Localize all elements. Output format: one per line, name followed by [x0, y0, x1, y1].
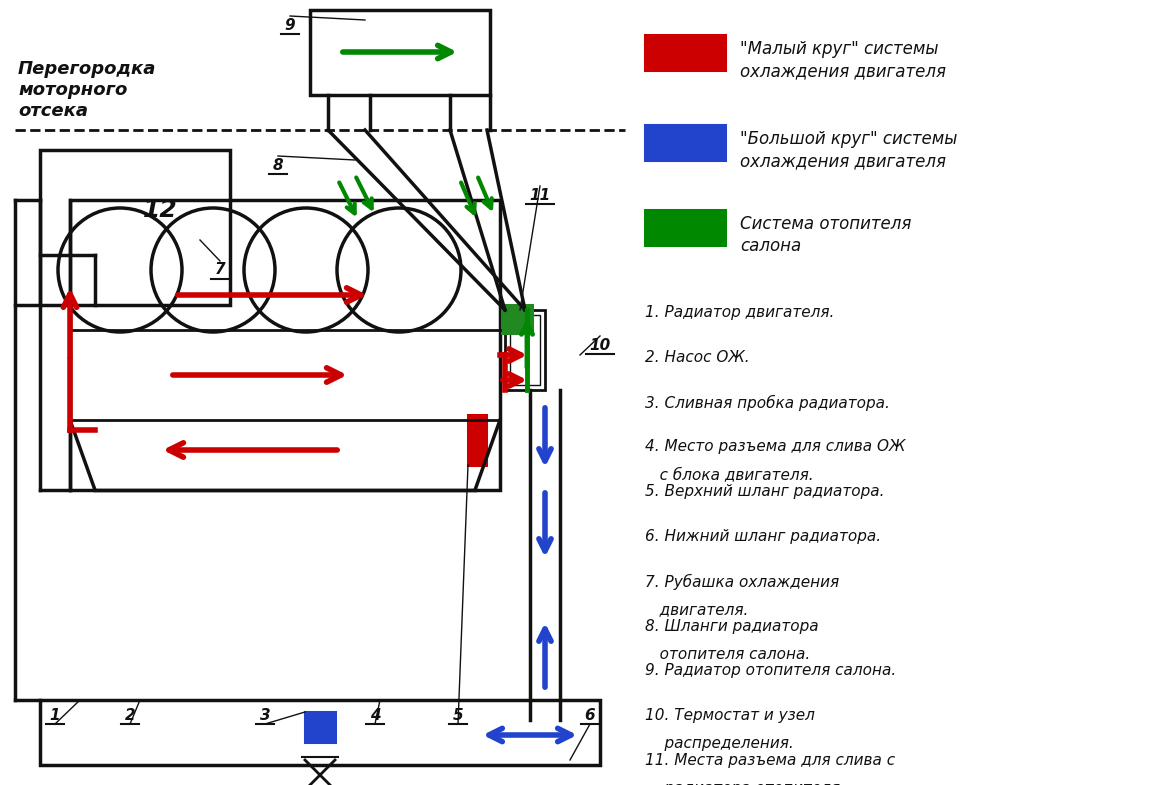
Text: распределения.: распределения.	[645, 736, 794, 751]
Bar	[503, 305, 532, 320]
Bar	[310, 10, 490, 95]
Text: 2. Насос ОЖ.: 2. Насос ОЖ.	[645, 350, 750, 365]
Text: 6. Нижний шланг радиатора.: 6. Нижний шланг радиатора.	[645, 529, 881, 544]
Text: 5: 5	[452, 707, 463, 722]
Text: салона: салона	[740, 237, 801, 255]
Bar	[468, 415, 486, 465]
Text: Система отопителя: Система отопителя	[740, 215, 912, 233]
Bar	[305, 712, 335, 742]
Bar	[645, 35, 725, 70]
Text: охлаждения двигателя: охлаждения двигателя	[740, 152, 946, 170]
Bar	[40, 150, 230, 305]
Text: 5. Верхний шланг радиатора.: 5. Верхний шланг радиатора.	[645, 484, 885, 499]
Text: 6: 6	[584, 707, 596, 722]
Bar	[70, 200, 500, 490]
Text: 3: 3	[260, 707, 271, 722]
Text: с блока двигателя.: с блока двигателя.	[645, 467, 814, 483]
Bar	[645, 125, 725, 160]
Text: отопителя салона.: отопителя салона.	[645, 647, 810, 662]
Text: 11: 11	[529, 188, 550, 203]
Bar	[40, 700, 600, 765]
Text: 8. Шланги радиатора: 8. Шланги радиатора	[645, 619, 819, 633]
Text: "Малый круг" системы: "Малый круг" системы	[740, 40, 939, 58]
Text: охлаждения двигателя: охлаждения двигателя	[740, 62, 946, 80]
Bar	[505, 310, 545, 390]
Text: "Большой круг" системы: "Большой круг" системы	[740, 130, 957, 148]
Text: Перегородка
моторного
отсека: Перегородка моторного отсека	[17, 60, 156, 119]
Bar	[645, 210, 725, 245]
Text: 7: 7	[215, 262, 225, 278]
Text: 8: 8	[273, 158, 283, 173]
Text: 4. Место разъема для слива ОЖ: 4. Место разъема для слива ОЖ	[645, 440, 905, 455]
Text: 2: 2	[125, 707, 135, 722]
Text: 4: 4	[370, 707, 380, 722]
Text: 10: 10	[589, 338, 611, 352]
Bar	[510, 315, 540, 385]
Text: радиатора отопителя: радиатора отопителя	[645, 781, 840, 785]
Bar	[503, 318, 532, 333]
Text: 1. Радиатор двигателя.: 1. Радиатор двигателя.	[645, 305, 835, 320]
Text: 11. Места разъема для слива с: 11. Места разъема для слива с	[645, 753, 895, 768]
Text: 3. Сливная пробка радиатора.: 3. Сливная пробка радиатора.	[645, 395, 890, 411]
Text: 12: 12	[142, 198, 177, 222]
Text: 9: 9	[285, 17, 295, 32]
Text: 1: 1	[50, 707, 61, 722]
Text: двигателя.: двигателя.	[645, 602, 749, 617]
Text: 10. Термостат и узел: 10. Термостат и узел	[645, 708, 815, 723]
Text: 9. Радиатор отопителя салона.: 9. Радиатор отопителя салона.	[645, 663, 897, 678]
Text: 7. Рубашка охлаждения: 7. Рубашка охлаждения	[645, 574, 840, 590]
